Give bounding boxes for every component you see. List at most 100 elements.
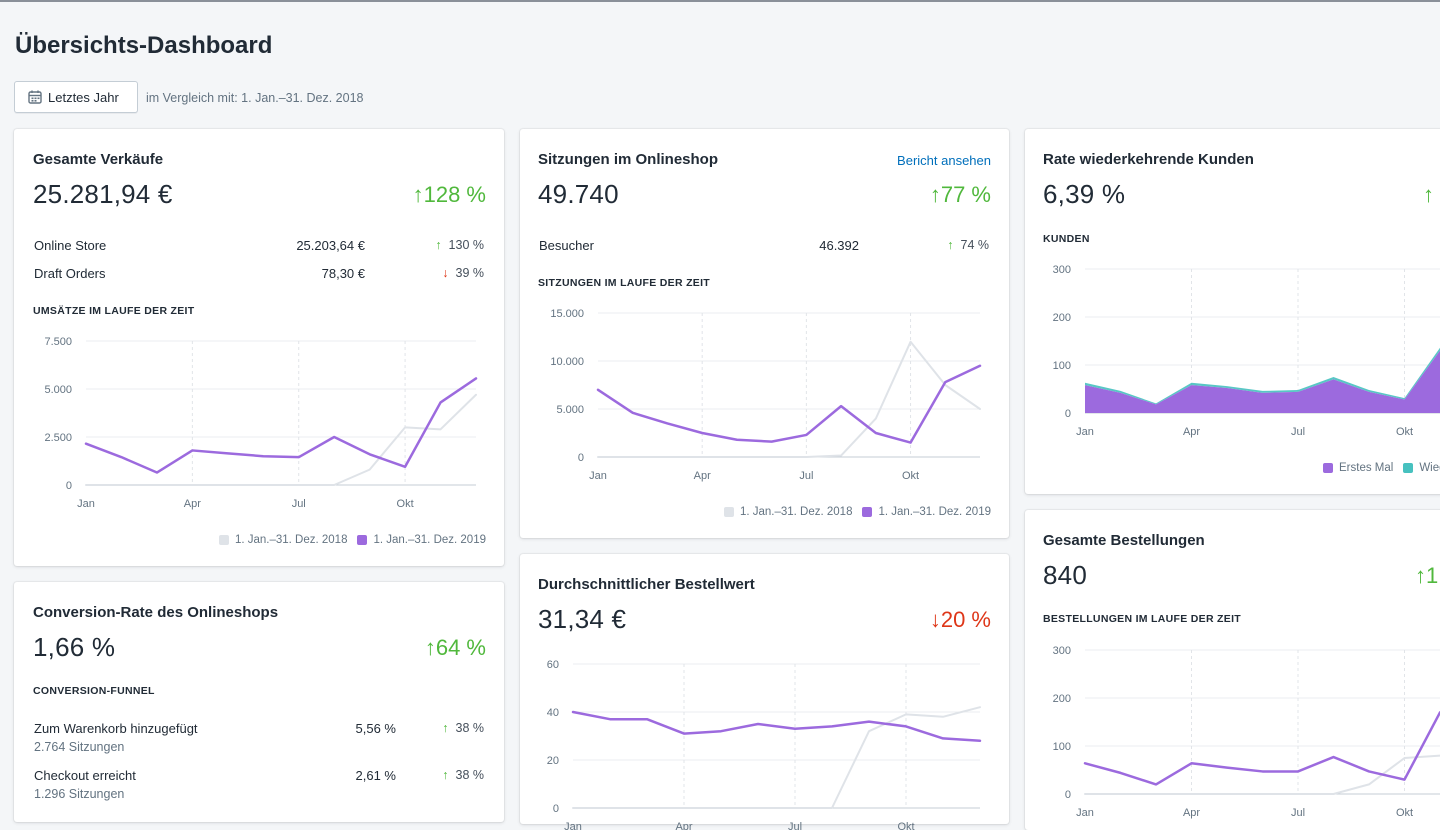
legend-swatch-previous [723,507,734,517]
arrow-up-icon: ↑ [442,721,449,735]
line-series-previous [1084,754,1440,795]
sales-row-value: 78,30 € [321,266,365,281]
calendar-icon [28,90,42,104]
x-tick-label: Okt [1396,807,1413,819]
y-tick-label: 5.000 [44,384,72,396]
x-tick-label: Jan [1076,807,1094,819]
sales-row-label: Online Store [34,238,107,253]
sales-section-heading: UMSÄTZE IM LAUFE DER ZEIT [33,305,195,317]
orders-title[interactable]: Gesamte Bestellungen [1043,532,1205,549]
sessions-title[interactable]: Sitzungen im Onlineshop [538,151,718,168]
y-tick-label: 300 [1053,645,1071,657]
conversion-title[interactable]: Conversion-Rate des Onlineshops [33,604,279,621]
y-tick-label: 100 [1053,360,1071,372]
legend-label-first[interactable]: Erstes Mal [1339,462,1394,474]
page-title: Übersichts-Dashboard [15,32,273,59]
aov-card: Durchschnittlicher Bestellwert 31,34 € ↓… [520,554,1009,830]
conversion-change: ↑64 % [424,635,486,660]
sales-row-change-value: 39 % [455,266,485,280]
orders-value: 840 [1043,560,1087,590]
orders-change: ↑1 [1415,563,1439,588]
funnel-step-change-value: 38 % [455,768,485,782]
line-series-previous [597,340,981,458]
x-tick-label: Jan [77,498,95,510]
returning-change: ↑ [1423,182,1434,207]
y-tick-label: 15.000 [550,308,584,320]
y-tick-label: 200 [1053,693,1071,705]
x-tick-label: Jul [788,821,802,830]
x-tick-label: Jul [1291,426,1305,438]
x-tick-label: Okt [897,821,914,830]
legend-label-current[interactable]: 1. Jan.–31. Dez. 2019 [373,534,486,546]
legend-swatch-returning [1403,463,1414,473]
y-tick-label: 10.000 [550,356,584,368]
y-tick-label: 0 [1065,789,1071,801]
y-tick-label: 300 [1053,264,1071,276]
y-tick-label: 40 [547,707,559,719]
x-tick-label: Apr [1183,426,1200,438]
funnel-step-sessions: 2.764 Sitzungen [34,740,125,754]
date-range-label: Letztes Jahr [48,89,119,105]
sales-row-change: ↑ 130 % [435,238,484,252]
sales-row-change-value: 130 % [448,238,484,252]
y-tick-label: 200 [1053,312,1071,324]
x-tick-label: Okt [1396,426,1413,438]
aov-change: ↓20 % [929,607,991,632]
sessions-row-value: 46.392 [819,238,859,253]
sessions-change: ↑77 % [929,182,991,207]
x-tick-label: Jan [589,470,607,482]
sessions-row-change-value: 74 % [960,238,990,252]
y-tick-label: 2.500 [44,432,72,444]
funnel-step-change: ↑ 38 % [442,768,484,782]
y-tick-label: 0 [578,452,584,464]
sales-row-value: 25.203,64 € [296,238,365,253]
comparison-text: im Vergleich mit: 1. Jan.–31. Dez. 2018 [146,91,364,105]
x-tick-label: Apr [1183,807,1200,819]
legend-swatch-previous [218,535,229,545]
arrow-up-icon: ↑ [947,238,954,252]
legend-label-previous[interactable]: 1. Jan.–31. Dez. 2018 [739,506,853,518]
conversion-value: 1,66 % [33,632,116,662]
x-tick-label: Jul [799,470,813,482]
sessions-value: 49.740 [538,179,619,209]
legend-label-current[interactable]: 1. Jan.–31. Dez. 2019 [878,506,991,518]
line-series-current [596,364,982,444]
funnel-step-value: 2,61 % [355,768,396,783]
sessions-chart: 0 5.000 10.000 15.000 Jan Apr Jul Okt [550,308,982,482]
sales-row-label: Draft Orders [34,266,106,281]
legend-label-returning[interactable]: Wiede [1419,462,1440,474]
x-tick-label: Okt [397,498,414,510]
arrow-up-icon: ↑ [435,238,442,252]
orders-chart: 0 100 200 300 Jan Apr Jul Okt [1053,645,1440,819]
sales-title[interactable]: Gesamte Verkäufe [33,151,164,168]
sessions-row-change: ↑ 74 % [947,238,989,252]
aov-title[interactable]: Durchschnittlicher Bestellwert [538,576,755,593]
returning-value: 6,39 % [1043,179,1126,209]
funnel-step-change: ↑ 38 % [442,721,484,735]
conversion-card: Conversion-Rate des Onlineshops 1,66 % ↑… [14,582,504,822]
view-report-link[interactable]: Bericht ansehen [897,153,991,168]
sales-chart: 0 2.500 5.000 7.500 Jan Apr Jul Okt [44,336,478,510]
y-tick-label: 20 [547,755,559,767]
sessions-legend: 1. Jan.–31. Dez. 2018 1. Jan.–31. Dez. 2… [723,506,991,518]
y-tick-label: 0 [553,803,559,815]
y-tick-label: 0 [1065,408,1071,420]
funnel-step-label: Zum Warenkorb hinzugefügt [34,721,198,736]
funnel-step-label: Checkout erreicht [34,768,136,783]
line-series-previous [85,393,477,486]
aov-value: 31,34 € [538,604,627,634]
returning-legend: Erstes Mal Wiede [1323,462,1440,474]
sessions-section-heading: SITZUNGEN IM LAUFE DER ZEIT [538,277,711,289]
y-tick-label: 5.000 [556,404,584,416]
sales-legend: 1. Jan.–31. Dez. 2018 1. Jan.–31. Dez. 2… [218,534,486,546]
x-tick-label: Okt [902,470,919,482]
date-range-button[interactable]: Letztes Jahr [14,81,138,113]
funnel-step-sessions: 1.296 Sitzungen [34,787,125,801]
legend-label-previous[interactable]: 1. Jan.–31. Dez. 2018 [234,534,348,546]
sales-change: ↑128 % [412,182,486,207]
orders-section-heading: BESTELLUNGEN IM LAUFE DER ZEIT [1043,613,1241,625]
x-tick-label: Jul [292,498,306,510]
returning-title[interactable]: Rate wiederkehrende Kunden [1043,151,1254,168]
x-tick-label: Apr [675,821,692,830]
area-series-returning [1085,347,1440,405]
